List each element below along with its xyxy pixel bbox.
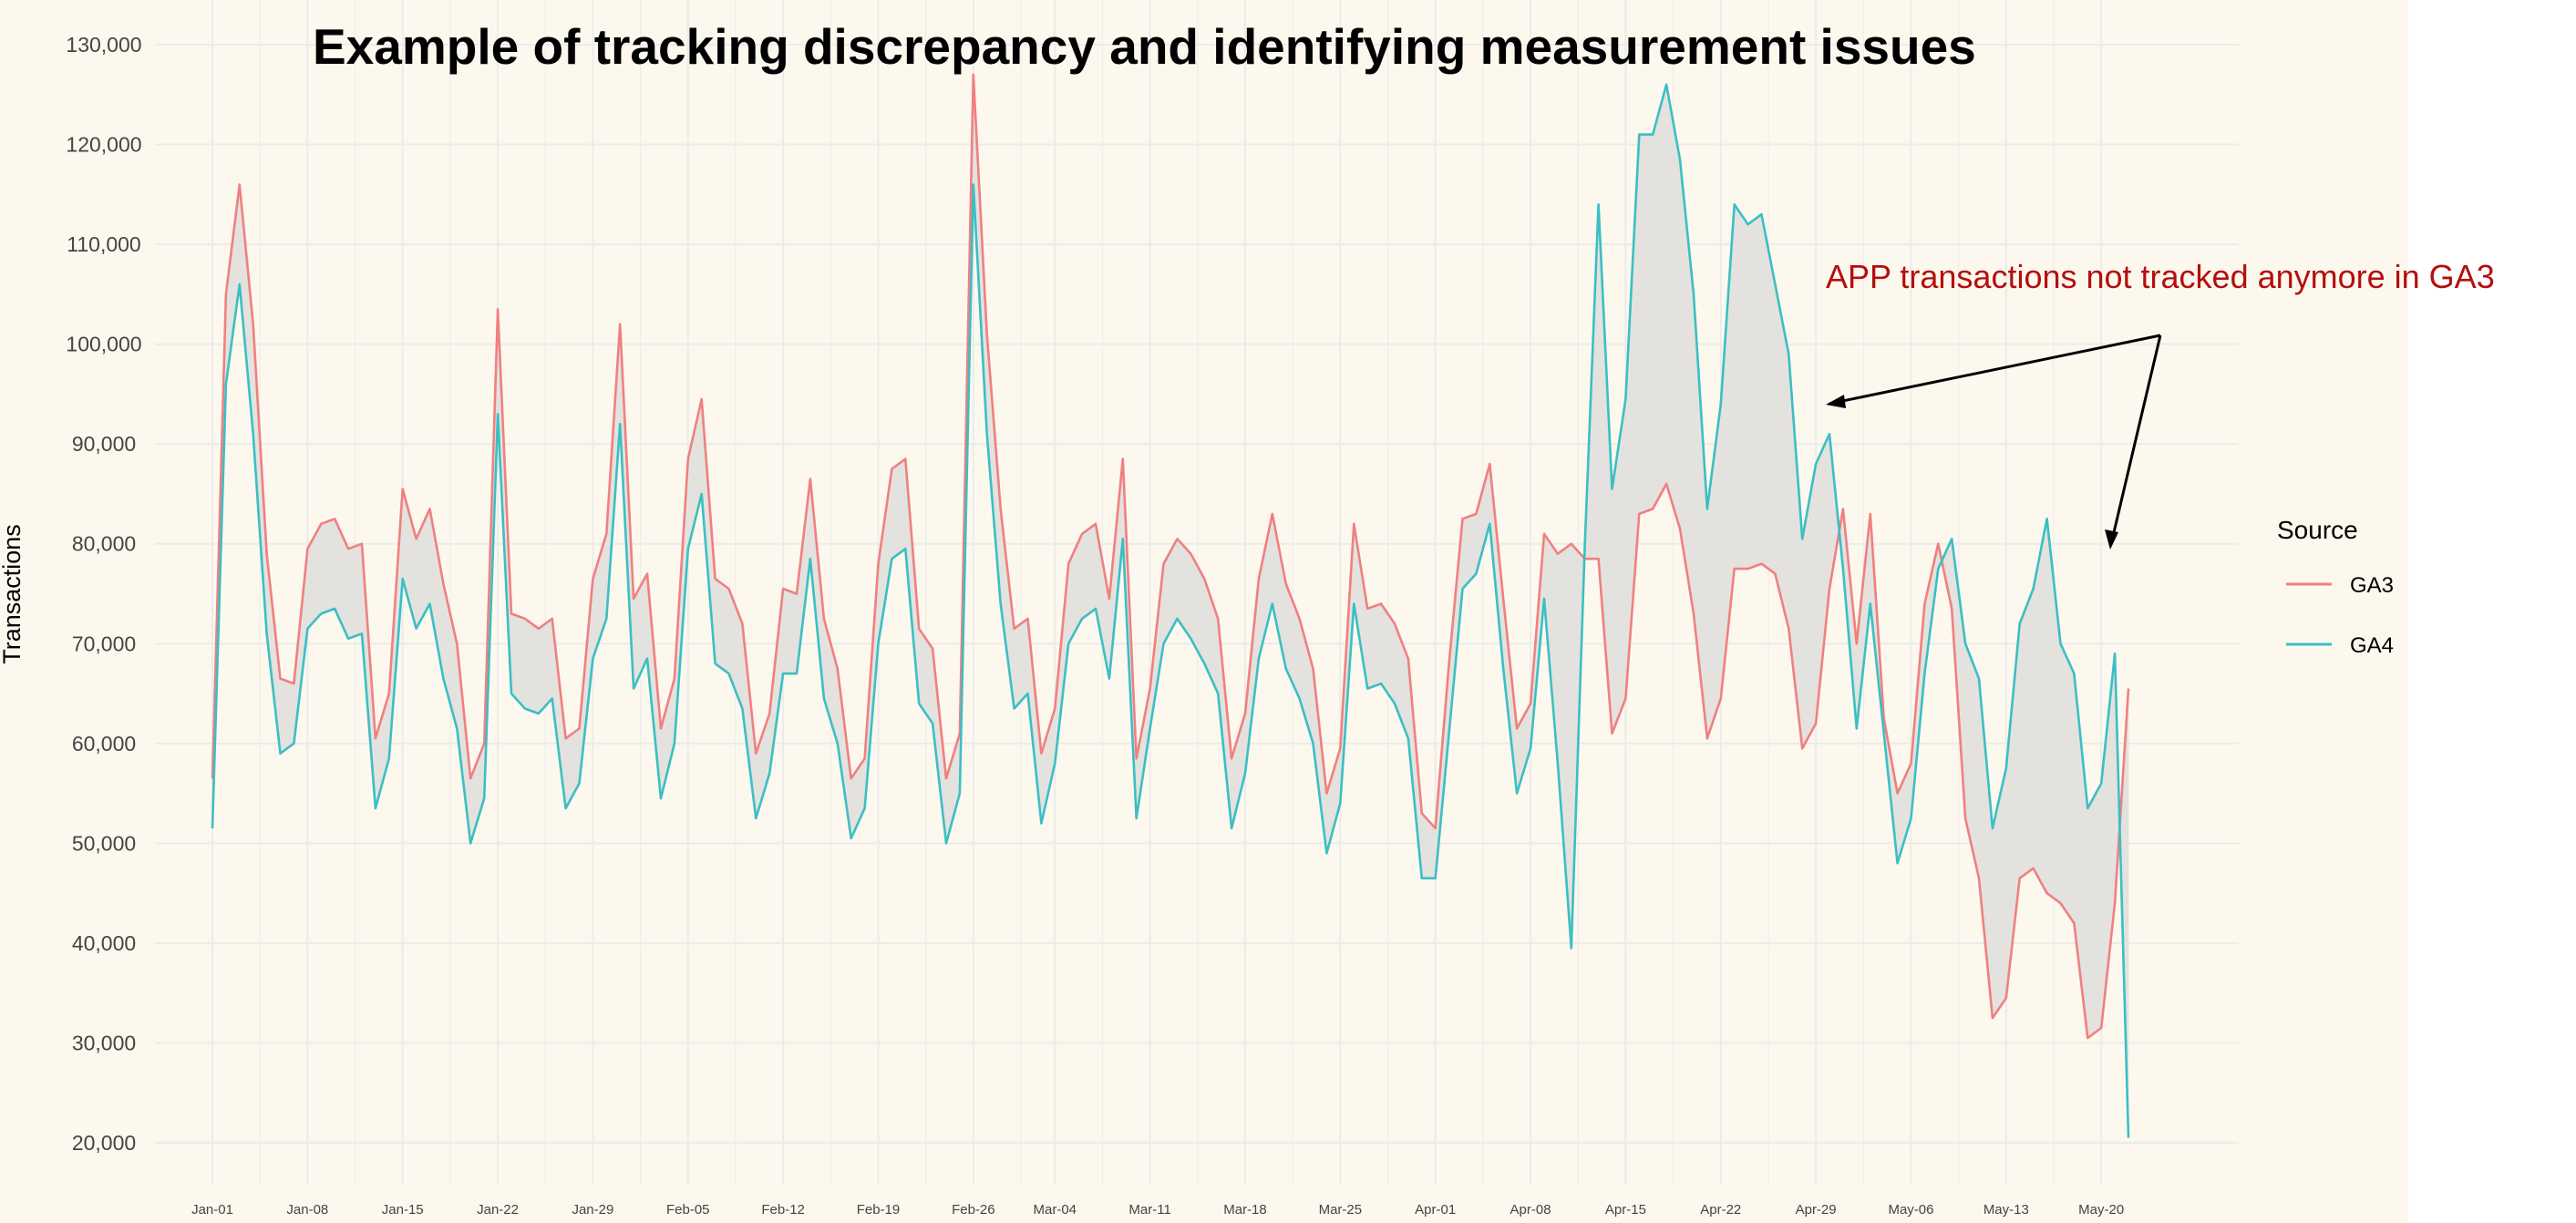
x-tick-label: Apr-01 (1415, 1202, 1456, 1218)
x-tick-label: May-20 (2078, 1202, 2124, 1218)
y-axis-label: Transactions (0, 524, 26, 664)
y-axis-ticks: 20,000 30,000 40,000 50,000 60,000 70,000 80,0… (66, 33, 141, 1155)
y-tick-label: 60,000 (72, 732, 136, 755)
band-segment (1366, 603, 1382, 690)
y-tick-label: 110,000 (67, 232, 140, 256)
x-tick-label: Jan-01 (191, 1202, 233, 1218)
x-tick-label: Feb-12 (761, 1202, 805, 1218)
annotation-arrowhead-2 (2105, 529, 2118, 550)
band-segment (2019, 588, 2034, 879)
annotation-arrow-2 (2109, 334, 2162, 545)
legend-label-ga4: GA4 (2350, 633, 2394, 658)
y-tick-label: 20,000 (72, 1131, 136, 1155)
x-tick-label: Mar-25 (1319, 1202, 1363, 1218)
band-segment (1652, 84, 1667, 509)
x-tick-label: Jan-08 (286, 1202, 328, 1218)
series-line-ga3 (211, 73, 2130, 1040)
y-tick-label: 130,000 (66, 33, 141, 57)
x-tick-label: Mar-11 (1128, 1202, 1170, 1218)
annotation-arrowhead-1 (1826, 395, 1846, 408)
band-segment (1639, 134, 1654, 515)
band-segment (1734, 203, 1748, 570)
band-segment (320, 518, 335, 614)
x-tick-label: May-06 (1888, 1202, 1933, 1218)
band-segment (1747, 213, 1762, 570)
y-tick-label: 80,000 (72, 532, 136, 556)
y-tick-label: 90,000 (72, 432, 136, 456)
y-tick-label: 40,000 (72, 931, 136, 955)
legend-title: Source (2277, 516, 2358, 544)
x-tick-label: Mar-04 (1034, 1202, 1077, 1218)
y-tick-label: 50,000 (72, 831, 136, 855)
y-tick-label: 100,000 (66, 333, 141, 356)
x-axis-ticks: Jan-01 Jan-08 Jan-15 Jan-22 Jan-29 Feb-05 Feb-… (191, 1202, 2124, 1218)
x-tick-label: Jan-15 (382, 1202, 424, 1218)
x-tick-label: May-13 (1984, 1202, 2029, 1218)
x-tick-label: Jan-22 (477, 1202, 519, 1218)
x-tick-label: Apr-08 (1510, 1202, 1551, 1218)
y-tick-label: 70,000 (72, 632, 136, 655)
annotation-text: APP transactions not tracked anymore in … (1826, 258, 2495, 295)
band-segment (782, 588, 798, 674)
annotation-arrows (1826, 334, 2162, 550)
x-tick-label: Jan-29 (572, 1202, 613, 1218)
band-segment (715, 578, 729, 674)
legend-label-ga3: GA3 (2350, 573, 2394, 598)
y-tick-label: 30,000 (72, 1031, 136, 1054)
series-line-ga4 (211, 83, 2130, 1138)
x-tick-label: Apr-22 (1700, 1202, 1741, 1218)
x-tick-label: Apr-15 (1605, 1202, 1646, 1218)
series-lines (211, 73, 2130, 1138)
x-tick-label: Apr-29 (1796, 1202, 1837, 1218)
band-segment (280, 678, 294, 755)
y-tick-label: 120,000 (66, 133, 141, 157)
x-tick-label: Mar-18 (1223, 1202, 1267, 1218)
band-segment (1081, 523, 1097, 620)
x-tick-label: Feb-19 (857, 1202, 901, 1218)
annotation-arrow-1 (1829, 334, 2161, 406)
legend: Source GA3 GA4 (2277, 516, 2394, 658)
band-segment (891, 458, 906, 560)
x-tick-label: Feb-26 (952, 1202, 995, 1218)
x-tick-label: Feb-05 (666, 1202, 710, 1218)
band-segment (2060, 643, 2075, 924)
chart-title: Example of tracking discrepancy and iden… (313, 18, 1976, 75)
band-segment (347, 543, 363, 640)
band-segment (524, 618, 540, 714)
band-segment (2087, 783, 2102, 1039)
